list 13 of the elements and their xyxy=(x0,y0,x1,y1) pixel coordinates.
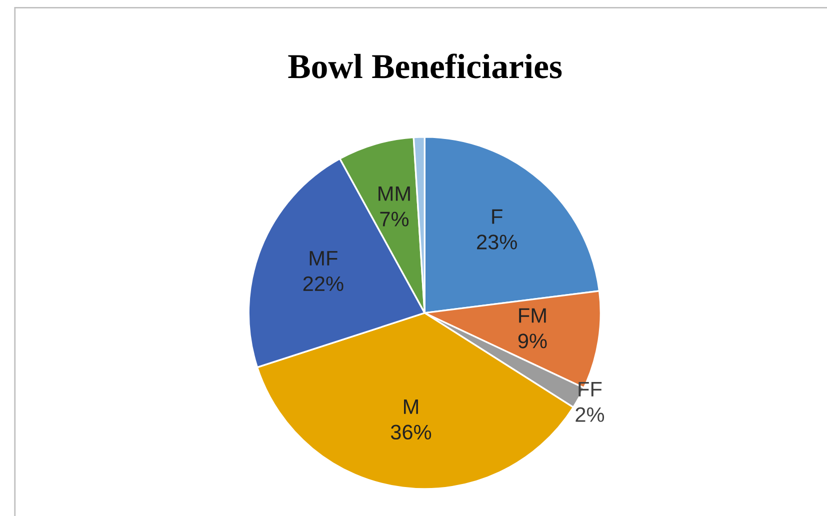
data-label: 23% xyxy=(477,234,517,250)
slice-label: MF xyxy=(310,251,338,266)
slice-label: MM xyxy=(378,186,410,201)
data-label: 2% xyxy=(576,407,604,422)
slice-label: M xyxy=(404,400,418,414)
data-label: 7% xyxy=(380,212,409,226)
slice-label: FF xyxy=(578,382,602,396)
data-label: 22% xyxy=(303,276,344,292)
slice-label: F xyxy=(492,209,502,224)
data-label: 9% xyxy=(518,334,547,348)
chart-title: Bowl Beneficiaries xyxy=(288,54,562,78)
data-label: 36% xyxy=(390,424,432,440)
slice-label: FM xyxy=(519,308,546,323)
